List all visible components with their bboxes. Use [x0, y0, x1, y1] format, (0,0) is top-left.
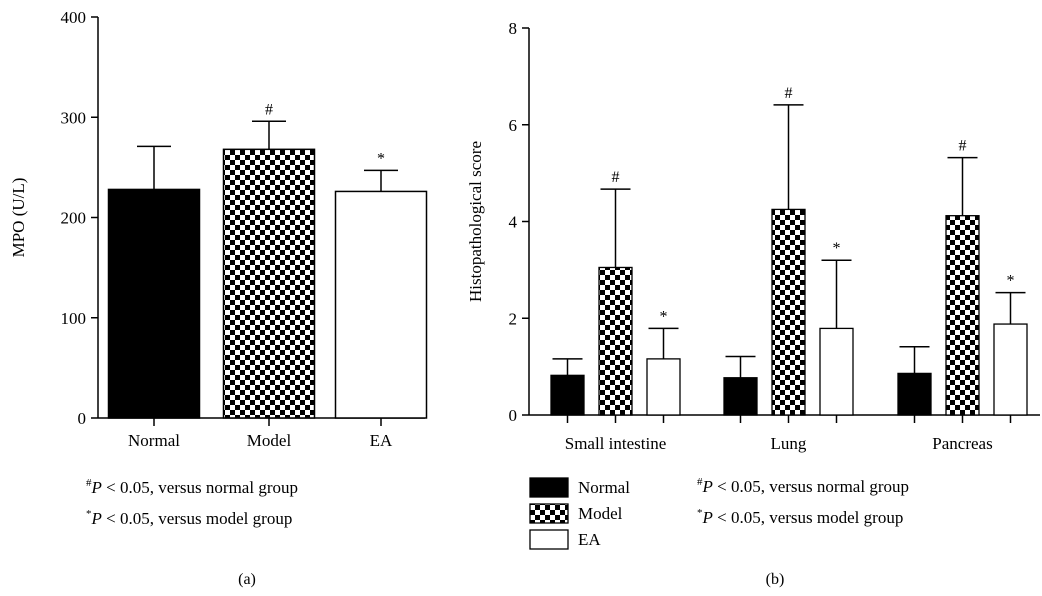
- y-tick-label: 200: [61, 209, 87, 228]
- chart-mpo: 0 100 200 300 400 MPO (U/L) Normal # Model * EA #P …: [9, 8, 428, 588]
- x-tick-label: Pancreas: [932, 434, 992, 453]
- y-tick-label: 100: [61, 309, 87, 328]
- legend-label: EA: [578, 530, 601, 549]
- y-tick-label: 0: [78, 409, 87, 428]
- footnote-text: < 0.05, versus model group: [713, 508, 903, 527]
- y-tick-label: 6: [509, 116, 518, 135]
- footnote-symbol: *: [697, 507, 703, 519]
- y-tick-label: 4: [509, 213, 518, 232]
- significance-marker: #: [785, 85, 793, 102]
- legend-swatch-model: [529, 503, 569, 524]
- bar-ea: [334, 190, 428, 419]
- x-tick-label: Model: [247, 431, 292, 450]
- footnote-variable: P: [702, 508, 713, 527]
- legend-label: Model: [578, 504, 623, 523]
- bar-ea: [993, 323, 1028, 416]
- footnote-symbol: #: [697, 476, 703, 488]
- legend-label: Normal: [578, 478, 630, 497]
- footnote-variable: P: [91, 509, 102, 528]
- y-tick-label: 300: [61, 108, 87, 127]
- significance-marker: #: [612, 169, 620, 186]
- significance-marker: *: [660, 308, 668, 325]
- panel-label: (b): [766, 571, 785, 588]
- bar-normal: [897, 372, 932, 416]
- footnote-0: #P < 0.05, versus normal group: [697, 476, 909, 496]
- bar-normal: [550, 374, 585, 416]
- legend-swatch-ea: [529, 529, 569, 550]
- bar-model: [945, 215, 980, 416]
- x-tick-label: Normal: [128, 431, 180, 450]
- footnote-text: < 0.05, versus normal group: [713, 477, 909, 496]
- significance-marker: *: [833, 240, 841, 257]
- y-tick-label: 0: [509, 406, 518, 425]
- footnote-1: *P < 0.05, versus model group: [86, 508, 292, 528]
- footnote-1: *P < 0.05, versus model group: [697, 507, 903, 527]
- significance-marker: #: [959, 138, 967, 155]
- footnote-text: < 0.05, versus normal group: [102, 478, 298, 497]
- bar-model: [598, 266, 633, 416]
- significance-marker: *: [1007, 273, 1015, 290]
- footnote-0: #P < 0.05, versus normal group: [86, 477, 298, 497]
- footnote-symbol: #: [86, 477, 92, 489]
- y-axis-label: MPO (U/L): [9, 178, 28, 258]
- chart-histopathological-score: 0 2 4 6 8 Histopathological score # * Small inte…: [466, 19, 1040, 588]
- bar-model: [222, 148, 316, 419]
- bar-ea: [646, 358, 681, 416]
- footnote-text: < 0.05, versus model group: [102, 509, 292, 528]
- bar-normal: [107, 188, 201, 419]
- panel-label: (a): [238, 571, 256, 588]
- bar-model: [771, 208, 806, 416]
- x-tick-label: EA: [370, 431, 393, 450]
- footnote-symbol: *: [86, 508, 92, 520]
- x-tick-label: Small intestine: [565, 434, 667, 453]
- significance-marker: *: [377, 150, 385, 167]
- y-tick-label: 400: [61, 8, 87, 27]
- y-tick-label: 2: [509, 309, 518, 328]
- y-axis-label: Histopathological score: [466, 141, 485, 302]
- bar-normal: [723, 377, 758, 416]
- footnote-variable: P: [91, 478, 102, 497]
- y-tick-label: 8: [509, 19, 518, 38]
- significance-marker: #: [265, 101, 273, 118]
- bar-ea: [819, 327, 854, 416]
- footnote-variable: P: [702, 477, 713, 496]
- legend-swatch-normal: [529, 477, 569, 498]
- x-tick-label: Lung: [771, 434, 807, 453]
